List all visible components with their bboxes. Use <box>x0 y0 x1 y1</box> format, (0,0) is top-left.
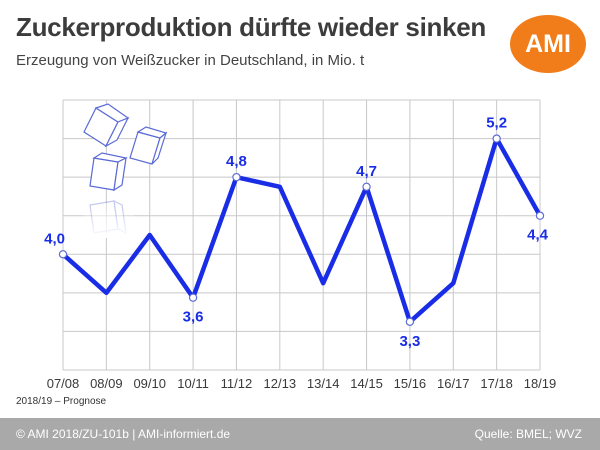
forecast-note: 2018/19 – Prognose <box>16 396 107 407</box>
data-point <box>188 293 198 302</box>
line-chart: 07/08 08/09 09/10 10/11 11/12 12/13 13/14 14/15… <box>44 99 557 391</box>
x-tick-label: 07/08 <box>47 376 80 391</box>
chart-title: Zuckerproduktion dürfte wieder sinken <box>16 12 486 42</box>
data-label: 4,8 <box>226 153 247 170</box>
x-tick-label: 15/16 <box>394 376 427 391</box>
x-tick-label: 12/13 <box>264 376 297 391</box>
data-label: 5,2 <box>486 115 507 132</box>
x-tick-label: 10/11 <box>177 376 209 391</box>
data-label: 4,0 <box>44 230 65 247</box>
x-tick-label: 13/14 <box>307 376 340 391</box>
data-label: 3,3 <box>399 333 420 350</box>
data-point <box>58 250 68 259</box>
data-point <box>232 172 241 182</box>
footer-bar: © AMI 2018/ZU-101b | AMI-informiert.de Q… <box>0 418 600 450</box>
data-point <box>535 211 545 220</box>
data-label: 3,6 <box>183 309 204 326</box>
data-point <box>405 317 415 326</box>
series-line <box>60 136 543 325</box>
logo-text: AMI <box>525 29 571 58</box>
ami-logo: AMI <box>510 15 586 73</box>
x-tick-label: 18/19 <box>524 376 557 391</box>
data-label: 4,7 <box>356 163 377 180</box>
x-axis-ticks: 07/08 08/09 09/10 10/11 11/12 12/13 13/14 14/15… <box>47 376 557 391</box>
x-tick-label: 17/18 <box>480 376 513 391</box>
x-tick-label: 14/15 <box>350 376 383 391</box>
data-point <box>362 182 371 191</box>
series-group <box>58 134 545 326</box>
footer-source: Quelle: BMEL; WVZ <box>474 427 582 441</box>
data-point <box>492 134 501 143</box>
x-tick-label: 16/17 <box>437 376 470 391</box>
data-label: 4,4 <box>527 227 549 244</box>
x-tick-label: 09/10 <box>133 376 166 391</box>
x-tick-label: 11/12 <box>221 376 253 391</box>
x-tick-label: 08/09 <box>90 376 123 391</box>
sugar-cubes-icon <box>83 103 168 238</box>
chart-subtitle: Erzeugung von Weißzucker in Deutschland,… <box>16 52 365 69</box>
footer-copyright[interactable]: © AMI 2018/ZU-101b | AMI-informiert.de <box>16 427 231 441</box>
data-labels: 4,0 3,6 4,8 4,7 3,3 5,2 4,4 <box>44 115 549 350</box>
